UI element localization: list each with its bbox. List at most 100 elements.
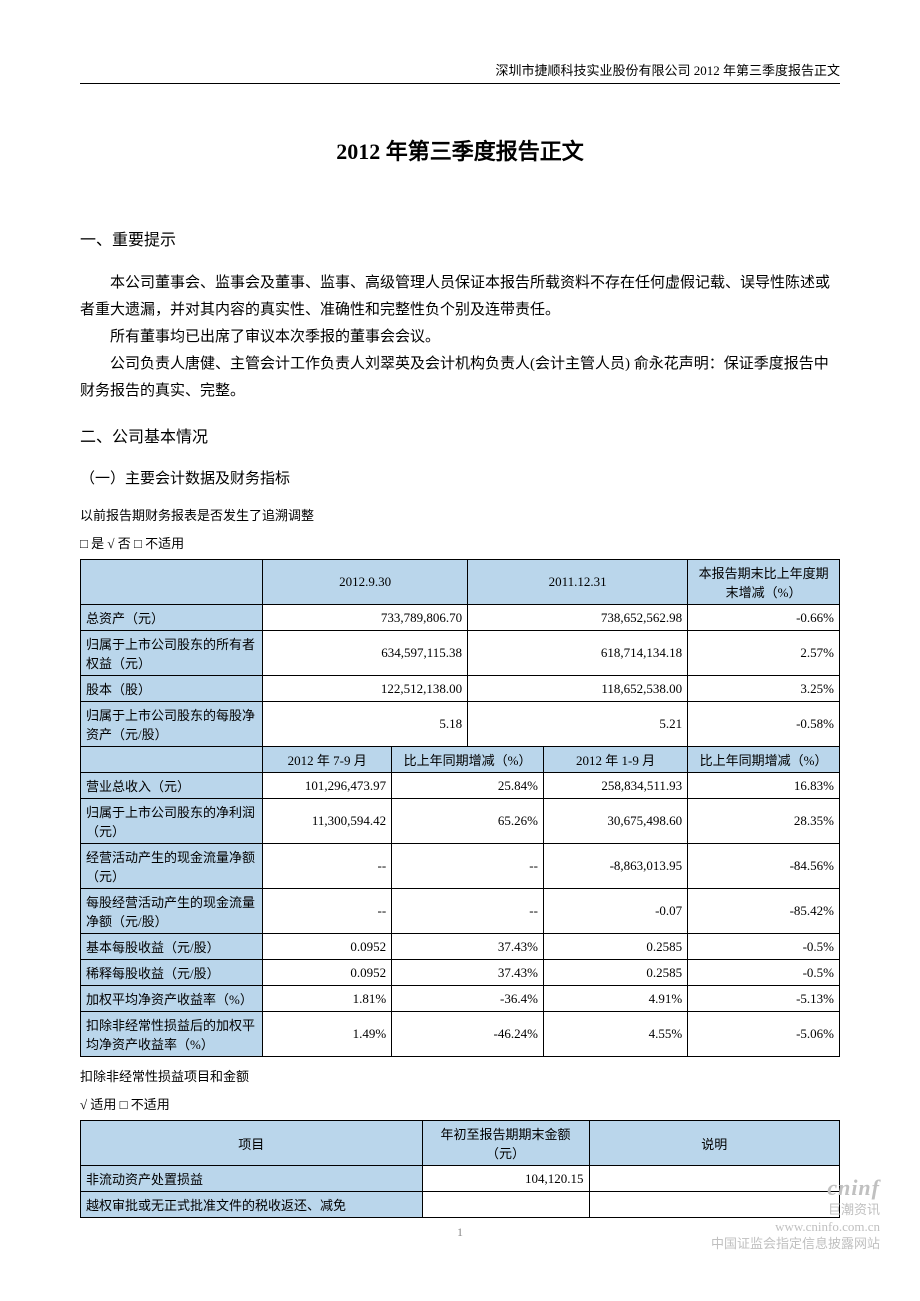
section-1-p2: 所有董事均已出席了审议本次季报的董事会会议。 xyxy=(80,324,840,351)
cell: 101,296,473.97 xyxy=(263,773,392,799)
cell: 1.81% xyxy=(263,986,392,1012)
table-row: 加权平均净资产收益率（%） 1.81% -36.4% 4.91% -5.13% xyxy=(81,986,840,1012)
table-row: 归属于上市公司股东的每股净资产（元/股） 5.18 5.21 -0.58% xyxy=(81,702,840,747)
cell: -0.66% xyxy=(688,605,840,631)
row-label: 归属于上市公司股东的每股净资产（元/股） xyxy=(81,702,263,747)
row-label: 归属于上市公司股东的净利润（元） xyxy=(81,799,263,844)
cell: 0.2585 xyxy=(543,934,687,960)
row-label: 加权平均净资产收益率（%） xyxy=(81,986,263,1012)
cell: 618,714,134.18 xyxy=(468,631,688,676)
table-row: 每股经营活动产生的现金流量净额（元/股） -- -- -0.07 -85.42% xyxy=(81,889,840,934)
cell: 1.49% xyxy=(263,1012,392,1057)
t1h2-c4: 2012 年 1-9 月 xyxy=(543,747,687,773)
cell: -0.07 xyxy=(543,889,687,934)
table-row: 归属于上市公司股东的所有者权益（元） 634,597,115.38 618,71… xyxy=(81,631,840,676)
table-row: 基本每股收益（元/股） 0.0952 37.43% 0.2585 -0.5% xyxy=(81,934,840,960)
note-2b: √ 适用 □ 不适用 xyxy=(80,1095,840,1115)
row-label: 归属于上市公司股东的所有者权益（元） xyxy=(81,631,263,676)
table-row: 归属于上市公司股东的净利润（元） 11,300,594.42 65.26% 30… xyxy=(81,799,840,844)
cell: 634,597,115.38 xyxy=(263,631,468,676)
financial-table-1: 2012.9.30 2011.12.31 本报告期末比上年度期末增减（%） 总资… xyxy=(80,559,840,1057)
cell: 30,675,498.60 xyxy=(543,799,687,844)
cell: 4.91% xyxy=(543,986,687,1012)
t2h-c3: 说明 xyxy=(589,1121,839,1166)
cell: -0.5% xyxy=(688,934,840,960)
cell: 37.43% xyxy=(392,934,544,960)
t2h-c1: 项目 xyxy=(81,1121,423,1166)
table-1-header-row-1: 2012.9.30 2011.12.31 本报告期末比上年度期末增减（%） xyxy=(81,560,840,605)
t1h1-c1 xyxy=(81,560,263,605)
cell: -84.56% xyxy=(688,844,840,889)
table-1-header-row-2: 2012 年 7-9 月 比上年同期增减（%） 2012 年 1-9 月 比上年… xyxy=(81,747,840,773)
cell: -8,863,013.95 xyxy=(543,844,687,889)
table-row: 总资产（元） 733,789,806.70 738,652,562.98 -0.… xyxy=(81,605,840,631)
cell: -- xyxy=(392,844,544,889)
cell: 11,300,594.42 xyxy=(263,799,392,844)
row-label: 每股经营活动产生的现金流量净额（元/股） xyxy=(81,889,263,934)
note-2a: 扣除非经常性损益项目和金额 xyxy=(80,1067,840,1087)
cell: 65.26% xyxy=(392,799,544,844)
cell: -0.5% xyxy=(688,960,840,986)
page-header: 深圳市捷顺科技实业股份有限公司 2012 年第三季度报告正文 xyxy=(80,60,840,84)
row-label: 扣除非经常性损益后的加权平均净资产收益率（%） xyxy=(81,1012,263,1057)
row-label: 非流动资产处置损益 xyxy=(81,1166,423,1192)
cell: 118,652,538.00 xyxy=(468,676,688,702)
cell: 16.83% xyxy=(688,773,840,799)
cell: 733,789,806.70 xyxy=(263,605,468,631)
table-row: 股本（股） 122,512,138.00 118,652,538.00 3.25… xyxy=(81,676,840,702)
cell: 2.57% xyxy=(688,631,840,676)
t1h2-c3: 比上年同期增减（%） xyxy=(392,747,544,773)
section-1-heading: 一、重要提示 xyxy=(80,226,840,250)
t2h-c2: 年初至报告期期末金额（元） xyxy=(422,1121,589,1166)
section-1-p3: 公司负责人唐健、主管会计工作负责人刘翠英及会计机构负责人(会计主管人员) 俞永花… xyxy=(80,351,840,405)
t1h2-c1 xyxy=(81,747,263,773)
row-label: 稀释每股收益（元/股） xyxy=(81,960,263,986)
row-label: 基本每股收益（元/股） xyxy=(81,934,263,960)
cell: 0.0952 xyxy=(263,960,392,986)
t1h2-c2: 2012 年 7-9 月 xyxy=(263,747,392,773)
row-label: 越权审批或无正式批准文件的税收返还、减免 xyxy=(81,1192,423,1218)
cell: 37.43% xyxy=(392,960,544,986)
cell: 4.55% xyxy=(543,1012,687,1057)
cell: 25.84% xyxy=(392,773,544,799)
section-1-body: 本公司董事会、监事会及董事、监事、高级管理人员保证本报告所载资料不存在任何虚假记… xyxy=(80,270,840,405)
footer-desc: 中国证监会指定信息披露网站 xyxy=(711,1236,880,1253)
cell: -36.4% xyxy=(392,986,544,1012)
cell: 258,834,511.93 xyxy=(543,773,687,799)
row-label: 营业总收入（元） xyxy=(81,773,263,799)
row-label: 股本（股） xyxy=(81,676,263,702)
cell: 28.35% xyxy=(688,799,840,844)
section-2-sub1: （一）主要会计数据及财务指标 xyxy=(80,467,840,488)
note-1b: □ 是 √ 否 □ 不适用 xyxy=(80,534,840,554)
cell: 0.0952 xyxy=(263,934,392,960)
cell xyxy=(422,1192,589,1218)
cell: -- xyxy=(392,889,544,934)
footer-brand: 巨潮资讯 xyxy=(711,1202,880,1219)
cell: -5.13% xyxy=(688,986,840,1012)
t1h1-c4: 本报告期末比上年度期末增减（%） xyxy=(688,560,840,605)
table-row: 经营活动产生的现金流量净额（元） -- -- -8,863,013.95 -84… xyxy=(81,844,840,889)
section-1-p1: 本公司董事会、监事会及董事、监事、高级管理人员保证本报告所载资料不存在任何虚假记… xyxy=(80,270,840,324)
table-2-header: 项目 年初至报告期期末金额（元） 说明 xyxy=(81,1121,840,1166)
section-2-heading: 二、公司基本情况 xyxy=(80,423,840,447)
t1h1-c2: 2012.9.30 xyxy=(263,560,468,605)
row-label: 总资产（元） xyxy=(81,605,263,631)
cell: 0.2585 xyxy=(543,960,687,986)
note-1a: 以前报告期财务报表是否发生了追溯调整 xyxy=(80,506,840,526)
t1h1-c3: 2011.12.31 xyxy=(468,560,688,605)
table-row: 扣除非经常性损益后的加权平均净资产收益率（%） 1.49% -46.24% 4.… xyxy=(81,1012,840,1057)
footer-url: www.cninfo.com.cn xyxy=(711,1219,880,1236)
cell: -- xyxy=(263,844,392,889)
cell: -85.42% xyxy=(688,889,840,934)
page-number: 1 xyxy=(457,1225,463,1240)
table-row: 营业总收入（元） 101,296,473.97 25.84% 258,834,5… xyxy=(81,773,840,799)
cell: 5.18 xyxy=(263,702,468,747)
table-row: 稀释每股收益（元/股） 0.0952 37.43% 0.2585 -0.5% xyxy=(81,960,840,986)
cell: 738,652,562.98 xyxy=(468,605,688,631)
cell: 5.21 xyxy=(468,702,688,747)
t1h2-c5: 比上年同期增减（%） xyxy=(688,747,840,773)
cninf-logo: cninf xyxy=(711,1174,880,1203)
cell: -- xyxy=(263,889,392,934)
cell: -46.24% xyxy=(392,1012,544,1057)
cell: 104,120.15 xyxy=(422,1166,589,1192)
